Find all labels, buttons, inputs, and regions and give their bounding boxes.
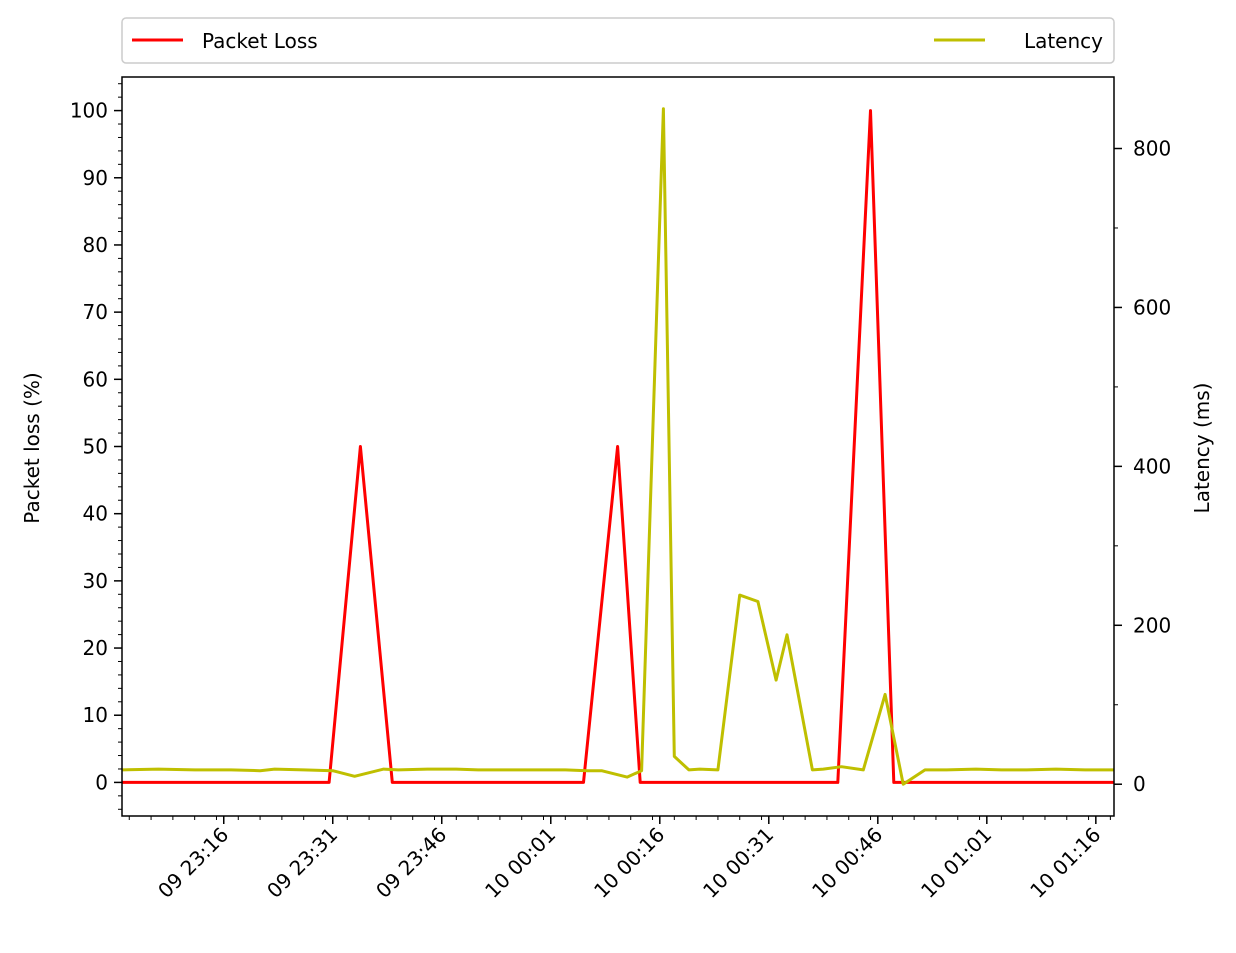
left-tick-label: 0 (95, 770, 108, 794)
left-tick-label: 70 (83, 300, 108, 324)
x-tick-label: 10 00:16 (589, 823, 669, 903)
series-layer (122, 107, 1114, 786)
right-y-axis: 0 200 400 600 800 (1114, 137, 1171, 796)
left-tick-label: 50 (83, 435, 108, 459)
legend-label-packet-loss: Packet Loss (202, 29, 318, 53)
x-tick-label: 09 23:31 (262, 823, 342, 903)
right-axis-label: Latency (ms) (1190, 383, 1214, 514)
right-tick-label: 400 (1133, 454, 1171, 478)
x-tick-label: 10 00:31 (698, 823, 778, 903)
series-line-latency (122, 107, 1114, 786)
left-axis-label: Packet loss (%) (20, 372, 44, 523)
left-tick-label: 30 (83, 569, 108, 593)
x-tick-label: 09 23:16 (153, 823, 233, 903)
right-tick-label: 200 (1133, 613, 1171, 637)
x-tick-label: 10 01:01 (916, 823, 996, 903)
left-tick-label: 80 (83, 233, 108, 257)
legend: Packet Loss Latency (121, 17, 1115, 64)
x-tick-label: 10 01:16 (1025, 823, 1105, 903)
left-tick-label: 90 (83, 166, 108, 190)
left-tick-label: 100 (70, 99, 108, 123)
legend-box (121, 17, 1115, 64)
right-tick-label: 600 (1133, 295, 1171, 319)
x-tick-label: 10 00:46 (807, 823, 887, 903)
left-tick-label: 20 (83, 636, 108, 660)
left-tick-label: 60 (83, 367, 108, 391)
series-line-packet-loss (122, 109, 1114, 784)
legend-label-latency: Latency (1024, 29, 1103, 53)
x-axis: 09 23:16 09 23:31 09 23:46 10 00:01 10 00:16… (128, 816, 1111, 903)
x-tick-label: 09 23:46 (371, 823, 451, 903)
x-tick-label: 10 00:01 (480, 823, 560, 903)
left-tick-label: 40 (83, 502, 108, 526)
right-tick-label: 800 (1133, 137, 1171, 161)
right-tick-label: 0 (1133, 772, 1146, 796)
left-tick-label: 10 (83, 703, 108, 727)
left-y-axis: 0 10 20 30 40 50 60 70 80 90 100 (70, 83, 122, 810)
